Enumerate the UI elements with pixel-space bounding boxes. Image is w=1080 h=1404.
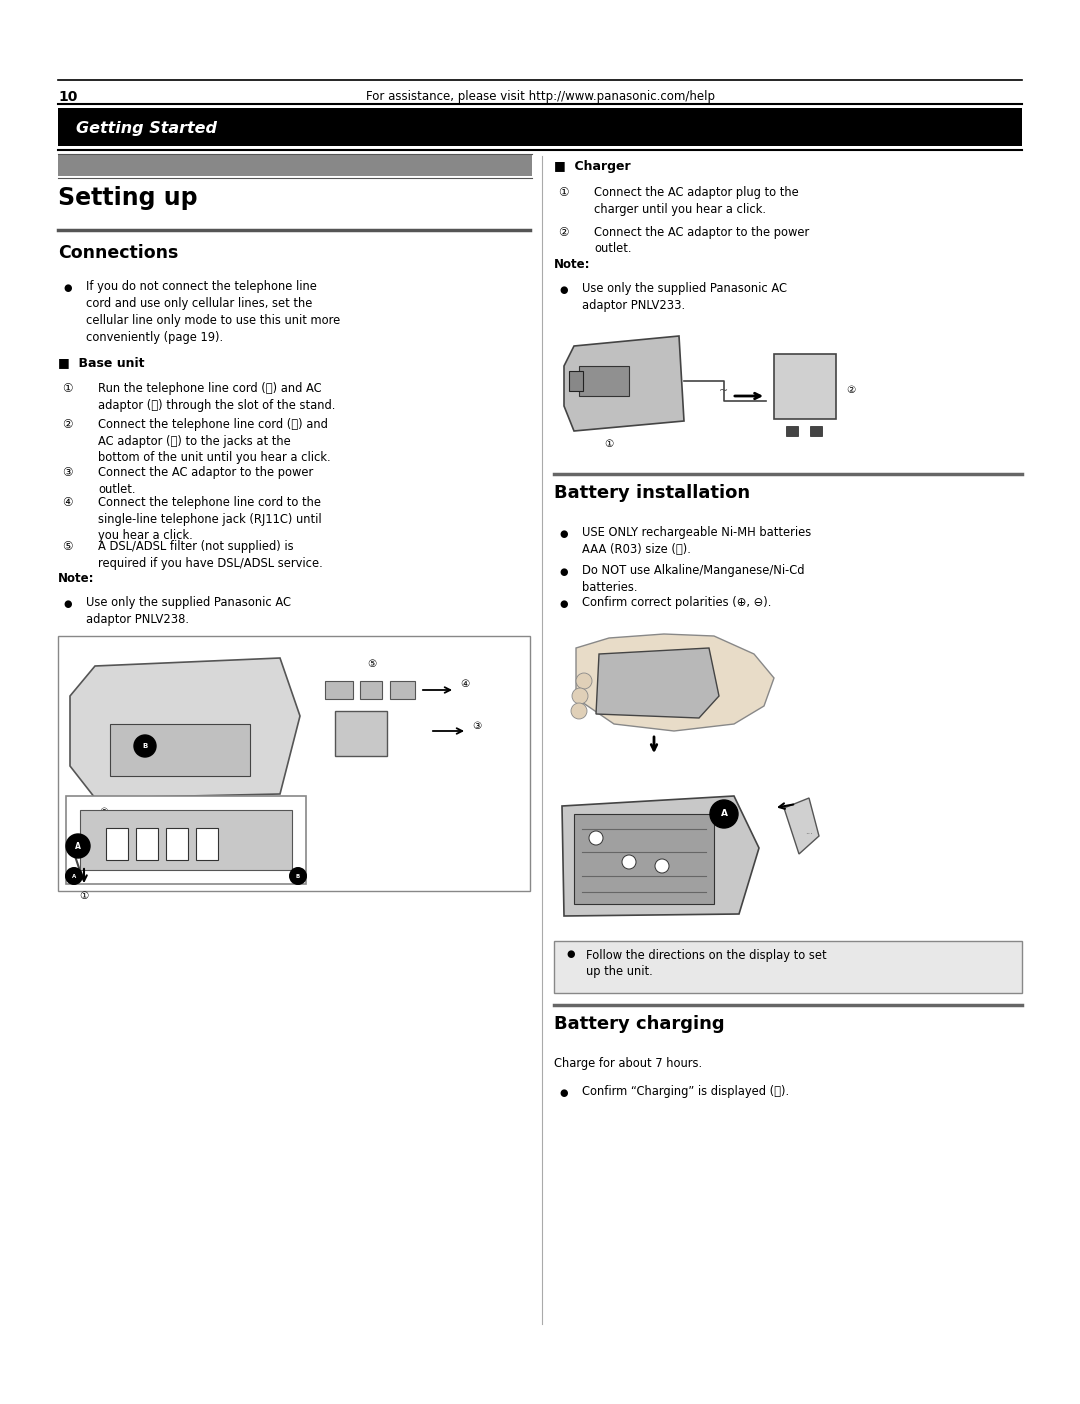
Bar — [58, 154, 532, 176]
Text: ③: ③ — [472, 722, 482, 731]
Text: Confirm “Charging” is displayed (Ⓐ).: Confirm “Charging” is displayed (Ⓐ). — [582, 1085, 789, 1098]
Text: A: A — [72, 873, 76, 879]
Bar — [58, 636, 530, 892]
Circle shape — [654, 859, 669, 873]
Bar — [136, 828, 158, 861]
Text: 10: 10 — [58, 90, 78, 104]
Circle shape — [589, 831, 603, 845]
Bar — [195, 828, 218, 861]
Text: Use only the supplied Panasonic AC
adaptor PNLV238.: Use only the supplied Panasonic AC adapt… — [86, 597, 291, 626]
Bar — [166, 828, 188, 861]
Text: A DSL/ADSL filter (not supplied) is
required if you have DSL/ADSL service.: A DSL/ADSL filter (not supplied) is requ… — [98, 541, 323, 570]
Text: ●: ● — [559, 567, 567, 577]
Bar — [390, 681, 415, 699]
Text: Follow the directions on the display to set
up the unit.: Follow the directions on the display to … — [586, 949, 826, 979]
Text: Confirm correct polarities (⊕, ⊖).: Confirm correct polarities (⊕, ⊖). — [582, 597, 771, 609]
Bar — [786, 425, 798, 437]
Text: Connect the AC adaptor to the power
outlet.: Connect the AC adaptor to the power outl… — [98, 466, 313, 496]
Text: Note:: Note: — [58, 571, 95, 585]
Text: Do NOT use Alkaline/Manganese/Ni-Cd
batteries.: Do NOT use Alkaline/Manganese/Ni-Cd batt… — [582, 564, 805, 594]
Text: Connect the telephone line cord (Ⓐ) and
AC adaptor (Ⓑ) to the jacks at the
botto: Connect the telephone line cord (Ⓐ) and … — [98, 418, 330, 463]
Polygon shape — [562, 796, 759, 915]
Text: Connect the AC adaptor plug to the
charger until you hear a click.: Connect the AC adaptor plug to the charg… — [594, 185, 799, 215]
Bar — [66, 796, 306, 885]
Text: Battery installation: Battery installation — [554, 484, 751, 503]
Text: ①: ① — [558, 185, 568, 199]
Bar — [573, 814, 714, 904]
Text: Getting Started: Getting Started — [76, 122, 217, 136]
Circle shape — [65, 868, 83, 885]
Bar — [554, 786, 1022, 931]
Text: ①: ① — [79, 892, 89, 901]
Bar — [774, 354, 836, 418]
Text: ④: ④ — [62, 496, 72, 510]
Polygon shape — [596, 649, 719, 717]
Bar — [360, 681, 382, 699]
Text: A: A — [76, 841, 81, 851]
Text: Connect the telephone line cord to the
single-line telephone jack (RJ11C) until
: Connect the telephone line cord to the s… — [98, 496, 322, 542]
Circle shape — [572, 688, 588, 703]
Bar — [554, 941, 1022, 993]
Circle shape — [66, 834, 90, 858]
Polygon shape — [564, 336, 684, 431]
Text: If you do not connect the telephone line
cord and use only cellular lines, set t: If you do not connect the telephone line… — [86, 279, 340, 344]
Polygon shape — [784, 797, 819, 854]
Text: ③: ③ — [62, 466, 72, 479]
Polygon shape — [576, 635, 774, 731]
Text: Connect the AC adaptor to the power
outlet.: Connect the AC adaptor to the power outl… — [594, 226, 809, 256]
Text: ●: ● — [63, 284, 71, 293]
Text: ...: ... — [805, 827, 813, 835]
Circle shape — [622, 855, 636, 869]
Bar — [110, 724, 249, 776]
Bar — [80, 810, 292, 870]
Text: ②: ② — [558, 226, 568, 239]
Text: Setting up: Setting up — [58, 185, 198, 211]
Text: ②: ② — [846, 385, 855, 395]
Text: Use only the supplied Panasonic AC
adaptor PNLV233.: Use only the supplied Panasonic AC adapt… — [582, 282, 787, 312]
Text: ~: ~ — [719, 386, 729, 396]
Text: ②: ② — [99, 807, 108, 817]
Text: ⑤: ⑤ — [62, 541, 72, 553]
Bar — [810, 425, 822, 437]
Text: ■  Base unit: ■ Base unit — [58, 357, 145, 369]
Text: B: B — [143, 743, 148, 748]
Text: ■  Charger: ■ Charger — [554, 160, 631, 173]
Circle shape — [576, 673, 592, 689]
Polygon shape — [70, 658, 300, 797]
Text: ●: ● — [559, 529, 567, 539]
Circle shape — [571, 703, 588, 719]
Text: For assistance, please visit http://www.panasonic.com/help: For assistance, please visit http://www.… — [365, 90, 715, 102]
Bar — [554, 626, 1022, 778]
Text: Battery charging: Battery charging — [554, 1015, 725, 1033]
Text: ●: ● — [559, 1088, 567, 1098]
Polygon shape — [80, 797, 270, 835]
Text: ②: ② — [62, 418, 72, 431]
Text: Connections: Connections — [58, 244, 178, 263]
Text: ①: ① — [62, 382, 72, 395]
Text: USE ONLY rechargeable Ni-MH batteries
AAA (R03) size (Ⓐ).: USE ONLY rechargeable Ni-MH batteries AA… — [582, 526, 811, 556]
Text: B: B — [296, 873, 300, 879]
Text: Charge for about 7 hours.: Charge for about 7 hours. — [554, 1057, 702, 1070]
Text: ●: ● — [559, 285, 567, 295]
Text: ●: ● — [559, 600, 567, 609]
Text: ①: ① — [605, 439, 613, 449]
Bar — [579, 366, 629, 396]
Text: ④: ④ — [460, 680, 470, 689]
Circle shape — [289, 868, 307, 885]
Circle shape — [134, 736, 156, 757]
Text: Run the telephone line cord (Ⓐ) and AC
adaptor (Ⓑ) through the slot of the stand: Run the telephone line cord (Ⓐ) and AC a… — [98, 382, 336, 411]
Bar — [335, 710, 387, 755]
Bar — [554, 324, 1022, 466]
Bar — [325, 681, 353, 699]
Text: ●: ● — [63, 600, 71, 609]
Text: Note:: Note: — [554, 258, 591, 271]
Circle shape — [710, 800, 738, 828]
Bar — [106, 828, 129, 861]
Text: A: A — [720, 810, 728, 819]
Text: ●: ● — [566, 949, 575, 959]
Text: ⑤: ⑤ — [367, 658, 377, 668]
Bar — [58, 108, 1022, 146]
Bar — [569, 371, 583, 390]
